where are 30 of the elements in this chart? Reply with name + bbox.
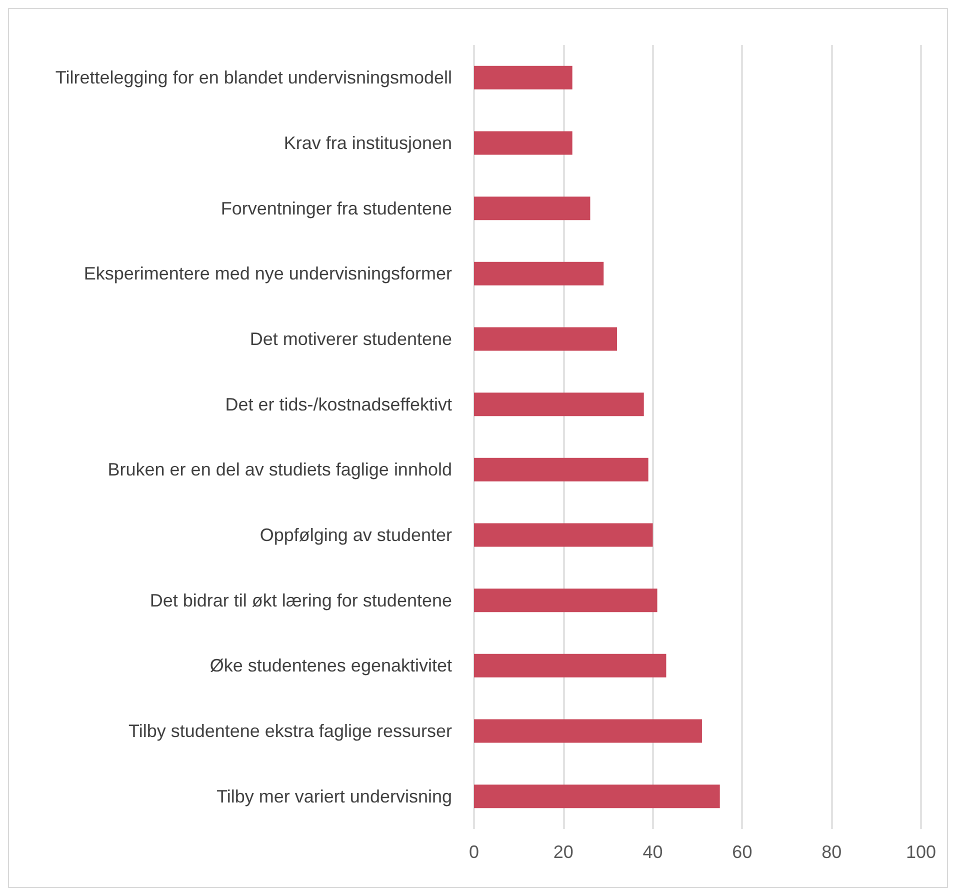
- bar: [474, 131, 572, 155]
- bar: [474, 392, 644, 416]
- y-tick-label: Tilrettelegging for en blandet undervisningsmodell: [55, 68, 452, 88]
- bar: [474, 588, 658, 612]
- x-tick-label: 100: [906, 842, 936, 862]
- y-tick-label: Det bidrar til økt læring for studentene: [150, 590, 452, 610]
- y-tick-label: Det motiverer studentene: [250, 329, 452, 349]
- y-tick-label: Krav fra institusjonen: [284, 133, 452, 153]
- bar: [474, 66, 572, 90]
- y-tick-label: Forventninger fra studentene: [220, 198, 452, 218]
- x-tick-label: 20: [553, 842, 574, 862]
- x-tick-label: 0: [468, 842, 480, 862]
- y-tick-label: Tilby studentene ekstra faglige ressurser: [128, 721, 452, 741]
- bar: [474, 458, 648, 482]
- y-tick-label: Øke studentenes egenaktivitet: [210, 656, 452, 676]
- bar: [474, 196, 590, 220]
- y-tick-label: Tilby mer variert undervisning: [216, 786, 452, 806]
- bar: [474, 654, 666, 678]
- x-tick-label: 60: [732, 842, 752, 862]
- y-tick-label: Oppfølging av studenter: [260, 525, 452, 545]
- x-tick-label: 80: [822, 842, 842, 862]
- x-tick-label: 40: [642, 842, 663, 862]
- y-tick-label: Det er tids-/kostnadseffektivt: [225, 394, 452, 414]
- bar: [474, 327, 618, 351]
- bar: [474, 719, 702, 743]
- bar: [474, 262, 604, 286]
- bar: [474, 784, 720, 808]
- bar: [474, 523, 653, 547]
- y-tick-label: Eksperimentere med nye undervisningsformer: [84, 264, 452, 284]
- y-tick-label: Bruken er en del av studiets faglige innhold: [108, 460, 452, 480]
